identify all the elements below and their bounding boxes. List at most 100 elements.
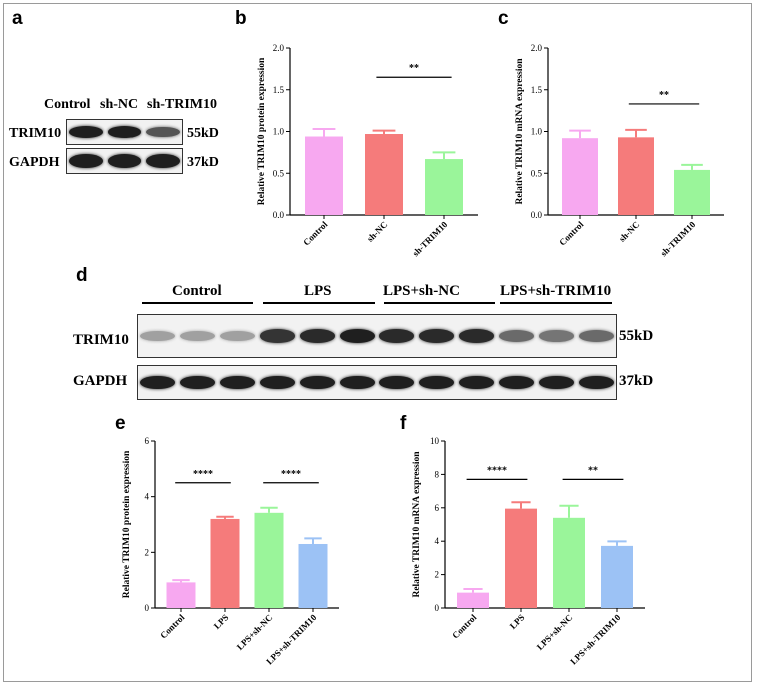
blot-band (140, 375, 176, 390)
y-tick-label: 2 (435, 570, 440, 580)
bar (562, 138, 598, 215)
blot-band (259, 329, 295, 343)
blot-band (419, 329, 455, 343)
bar-chart-e: 0 2 4 6 Relative TRIM10 protein expression Co… (122, 436, 339, 667)
y-tick-label: 10 (430, 436, 440, 446)
panel-label-d: d (76, 265, 88, 286)
y-axis-label: Relative TRIM10 mRNA expression (412, 451, 422, 598)
blot-d-group-bar (142, 302, 253, 304)
blot-band (459, 329, 495, 343)
y-tick-label: 0.5 (531, 168, 543, 178)
bar (425, 159, 463, 215)
blot-d-group-bar (500, 302, 612, 304)
blot-band (339, 329, 375, 343)
blot-band (339, 375, 375, 390)
x-tick-label: Control (450, 612, 479, 641)
blot-band (498, 375, 534, 390)
x-tick-label: sh-TRIM10 (659, 219, 698, 258)
bar (674, 169, 710, 215)
blot-d-group-label: LPS (304, 283, 332, 299)
blot-d-gapdh-strip (137, 365, 617, 400)
blot-band (107, 154, 142, 168)
y-axis-label: Relative TRIM10 protein expression (122, 450, 132, 598)
y-tick-label: 2.0 (273, 43, 285, 53)
x-tick-label: Control (557, 219, 586, 248)
bar (601, 545, 633, 608)
y-tick-label: 0.5 (273, 168, 285, 178)
x-tick-label: LPS (508, 612, 527, 631)
y-tick-label: 1.0 (531, 127, 543, 137)
panel-label-f: f (400, 413, 407, 434)
panel-label-c: c (498, 8, 509, 29)
blot-a-lane-label: Control (44, 97, 91, 112)
blot-band (538, 330, 574, 342)
blot-band (220, 375, 256, 390)
y-tick-label: 0.0 (273, 210, 285, 220)
bar (254, 512, 284, 608)
bar-chart-c: 0.0 0.5 1.0 1.5 2.0 Relative TRIM10 mRNA expr… (515, 43, 724, 258)
blot-band (459, 375, 495, 390)
blot-a-lane-label: sh-TRIM10 (147, 97, 218, 112)
blot-a-protein-label: TRIM10 (9, 126, 62, 141)
blot-d-protein-label: GAPDH (73, 373, 128, 389)
bar (298, 543, 328, 608)
x-tick-label: LPS (212, 612, 231, 631)
blot-band (140, 330, 176, 342)
panel-label-b: b (235, 8, 247, 29)
blot-d-group-bar (384, 302, 495, 304)
blot-a-protein-label: GAPDH (9, 155, 60, 170)
y-tick-label: 0 (435, 603, 440, 613)
blot-d-group-label: Control (172, 283, 222, 299)
blot-band (107, 126, 142, 138)
bar (553, 517, 585, 608)
bar (305, 136, 343, 215)
blot-a-size-label: 37kD (187, 155, 219, 170)
blot-d-group-label: LPS+sh-TRIM10 (500, 283, 612, 299)
bar (618, 137, 654, 215)
bar (365, 134, 403, 215)
x-tick-label: LPS+sh-TRIM10 (568, 612, 623, 667)
blot-band (498, 330, 534, 342)
blot-band (299, 375, 335, 390)
blot-band (419, 375, 455, 390)
bar (505, 508, 537, 608)
x-tick-label: LPS+sh-NC (535, 612, 575, 652)
significance-label: ** (659, 90, 669, 101)
y-axis-label: Relative TRIM10 protein expression (257, 57, 267, 205)
x-tick-label: LPS+sh-NC (235, 612, 275, 652)
blot-a-lane-label: sh-NC (100, 97, 139, 112)
bar-chart-b: 0.0 0.5 1.0 1.5 2.0 Relative TRIM10 protein e… (257, 43, 478, 258)
y-tick-label: 6 (435, 503, 440, 513)
significance-label: **** (281, 469, 301, 480)
x-tick-label: Control (301, 219, 330, 248)
panel-label-a: a (12, 8, 23, 29)
x-tick-label: sh-TRIM10 (411, 219, 450, 258)
blot-a-size-label: 55kD (187, 126, 219, 141)
significance-label: **** (487, 465, 507, 476)
y-tick-label: 1.5 (273, 85, 285, 95)
blot-band (180, 375, 216, 390)
significance-label: ** (588, 465, 598, 476)
blot-band (145, 154, 180, 168)
bar-chart-f: 0 2 4 6 8 10 Relative TRIM10 mRNA expression Co… (412, 436, 645, 667)
x-tick-label: sh-NC (617, 219, 641, 243)
blot-band (69, 126, 104, 138)
blot-a-gapdh-strip (66, 148, 183, 174)
blot-a-trim10-strip (66, 119, 183, 145)
y-tick-label: 4 (145, 492, 150, 502)
blot-band (259, 375, 295, 390)
bar (210, 518, 240, 608)
blot-d-group-label: LPS+sh-NC (383, 283, 460, 299)
blot-d-trim10-strip (137, 314, 617, 358)
blot-d-group-bar (263, 302, 375, 304)
blot-band (578, 375, 614, 390)
y-tick-label: 2 (145, 547, 150, 557)
blot-band (578, 330, 614, 342)
panel-label-e: e (115, 413, 126, 434)
x-tick-label: sh-NC (365, 219, 389, 243)
blot-band (220, 330, 256, 342)
blot-band (145, 126, 180, 138)
blot-band (538, 375, 574, 390)
blot-band (299, 329, 335, 343)
